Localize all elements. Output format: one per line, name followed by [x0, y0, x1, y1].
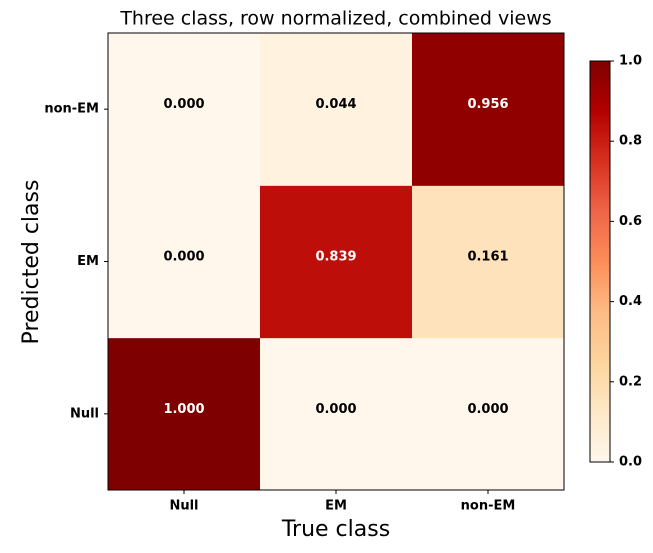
cell-label: 0.000: [163, 249, 204, 264]
colorbar-tick-label: 1.0: [619, 54, 642, 69]
chart-title: Three class, row normalized, combined vi…: [119, 8, 551, 30]
colorbar: [589, 60, 611, 463]
cell-label: 0.000: [315, 402, 356, 417]
colorbar-tick-label: 0.6: [619, 214, 642, 229]
cell-label: 0.839: [315, 249, 356, 264]
y-tick-label: non-EM: [44, 102, 99, 117]
x-axis-label: True class: [281, 517, 390, 542]
heatmap-cell: [108, 185, 261, 339]
heatmap-cell: [260, 185, 413, 339]
heatmap-cell: [412, 33, 565, 186]
colorbar-tick-label: 0.4: [619, 294, 642, 309]
x-tick-label: Null: [169, 499, 198, 514]
cell-label: 0.000: [467, 402, 508, 417]
x-tick-label: non-EM: [461, 499, 516, 514]
cell-label: 1.000: [163, 402, 204, 417]
heatmap-cell: [108, 33, 261, 186]
heatmap-cell: [260, 337, 413, 491]
y-tick-label: EM: [77, 254, 99, 269]
colorbar-tick-label: 0.2: [619, 374, 642, 389]
cell-label: 0.000: [163, 97, 204, 112]
heatmap-cell: [108, 337, 261, 491]
cell-label: 0.044: [315, 97, 356, 112]
cell-label: 0.956: [467, 97, 508, 112]
heatmap-cell: [412, 337, 565, 491]
x-tick-label: EM: [325, 499, 347, 514]
cell-label: 0.161: [467, 249, 508, 264]
heatmap-cell: [260, 33, 413, 186]
colorbar-tick-label: 0.8: [619, 134, 642, 149]
y-tick-label: Null: [70, 406, 99, 421]
colorbar-tick-label: 0.0: [619, 455, 642, 470]
heatmap-cell: [412, 185, 565, 339]
y-axis-label: Predicted class: [19, 180, 44, 345]
